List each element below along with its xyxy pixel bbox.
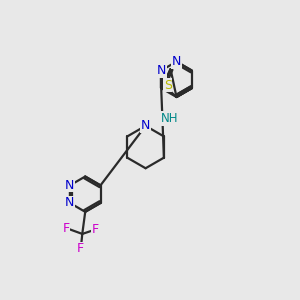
Text: NH: NH xyxy=(161,112,179,125)
Text: N: N xyxy=(172,55,181,68)
Text: N: N xyxy=(65,196,75,209)
Text: N: N xyxy=(157,64,166,77)
Text: F: F xyxy=(77,242,84,255)
Text: S: S xyxy=(164,79,172,92)
Text: N: N xyxy=(65,179,75,192)
Text: F: F xyxy=(92,223,99,236)
Text: F: F xyxy=(62,221,70,235)
Text: N: N xyxy=(141,119,150,132)
